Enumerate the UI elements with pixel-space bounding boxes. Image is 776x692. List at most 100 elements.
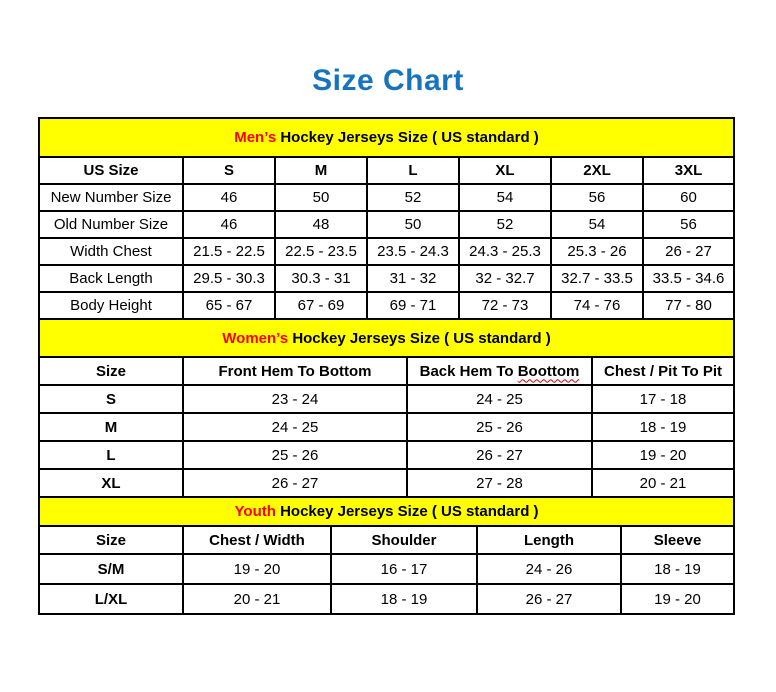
table-row-youth-lxl: L/XL 20 - 21 18 - 19 26 - 27 19 - 20 bbox=[38, 583, 736, 615]
womens-banner-highlight: Women’s bbox=[222, 329, 289, 347]
row-label: XL bbox=[38, 468, 184, 498]
mens-col-us-size: US Size bbox=[38, 156, 184, 185]
size-value: 65 - 67 bbox=[182, 291, 276, 320]
size-value: 30.3 - 31 bbox=[274, 264, 368, 293]
mens-col-m: M bbox=[274, 156, 368, 185]
size-value: 26 - 27 bbox=[182, 468, 408, 498]
page-title: Size Chart bbox=[312, 64, 464, 97]
size-value: 46 bbox=[182, 210, 276, 239]
mens-section-banner: Men’s Hockey Jerseys Size ( US standard … bbox=[38, 117, 735, 158]
table-row-womens-xl: XL 26 - 27 27 - 28 20 - 21 bbox=[38, 468, 736, 498]
size-value: 23 - 24 bbox=[182, 384, 408, 414]
table-row-body-height: Body Height 65 - 67 67 - 69 69 - 71 72 -… bbox=[38, 291, 735, 320]
size-value: 19 - 20 bbox=[619, 583, 736, 615]
row-label: Old Number Size bbox=[38, 210, 184, 239]
size-value: 25.3 - 26 bbox=[550, 237, 644, 266]
youth-header-row: Size Chest / Width Shoulder Length Sleev… bbox=[38, 525, 736, 555]
womens-section-banner: Women’s Hockey Jerseys Size ( US standar… bbox=[37, 318, 736, 358]
youth-col-shoulder: Shoulder bbox=[330, 525, 478, 555]
size-value: 69 - 71 bbox=[366, 291, 460, 320]
mens-col-xl: XL bbox=[458, 156, 552, 185]
womens-banner-row: Women’s Hockey Jerseys Size ( US standar… bbox=[37, 318, 736, 358]
size-value: 52 bbox=[458, 210, 552, 239]
womens-col-back-hem: Back Hem To Boottom bbox=[406, 356, 593, 386]
size-value: 29.5 - 30.3 bbox=[182, 264, 276, 293]
size-value: 18 - 19 bbox=[590, 412, 736, 442]
youth-col-size: Size bbox=[38, 525, 184, 555]
size-value: 18 - 19 bbox=[330, 583, 478, 615]
size-value: 18 - 19 bbox=[619, 553, 736, 585]
size-value: 19 - 20 bbox=[590, 440, 736, 470]
size-chart: Men’s Hockey Jerseys Size ( US standard … bbox=[37, 117, 736, 615]
size-value: 52 bbox=[366, 183, 460, 212]
row-label: New Number Size bbox=[38, 183, 184, 212]
table-row-back-length: Back Length 29.5 - 30.3 30.3 - 31 31 - 3… bbox=[38, 264, 735, 293]
mens-header-row: US Size S M L XL 2XL 3XL bbox=[38, 156, 735, 185]
size-value: 32 - 32.7 bbox=[458, 264, 552, 293]
size-value: 24.3 - 25.3 bbox=[458, 237, 552, 266]
womens-header-row: Size Front Hem To Bottom Back Hem To Boo… bbox=[38, 356, 736, 386]
youth-col-length: Length bbox=[476, 525, 622, 555]
womens-col-size: Size bbox=[38, 356, 184, 386]
size-value: 22.5 - 23.5 bbox=[274, 237, 368, 266]
youth-banner-row: Youth Hockey Jerseys Size ( US standard … bbox=[37, 496, 736, 527]
table-row-width-chest: Width Chest 21.5 - 22.5 22.5 - 23.5 23.5… bbox=[38, 237, 735, 266]
size-value: 24 - 25 bbox=[182, 412, 408, 442]
youth-banner-highlight: Youth bbox=[234, 503, 276, 520]
row-label: Width Chest bbox=[38, 237, 184, 266]
table-row-new-number-size: New Number Size 46 50 52 54 56 60 bbox=[38, 183, 735, 212]
womens-col-front-hem: Front Hem To Bottom bbox=[182, 356, 408, 386]
row-label: Body Height bbox=[38, 291, 184, 320]
row-label: S bbox=[38, 384, 184, 414]
table-row-womens-s: S 23 - 24 24 - 25 17 - 18 bbox=[38, 384, 736, 414]
size-value: 77 - 80 bbox=[642, 291, 735, 320]
youth-col-sleeve: Sleeve bbox=[619, 525, 736, 555]
size-value: 26 - 27 bbox=[642, 237, 735, 266]
back-hem-prefix: Back Hem To bbox=[419, 362, 514, 380]
size-value: 17 - 18 bbox=[590, 384, 736, 414]
womens-col-chest: Chest / Pit To Pit bbox=[590, 356, 736, 386]
size-value: 24 - 25 bbox=[406, 384, 593, 414]
size-value: 67 - 69 bbox=[274, 291, 368, 320]
size-value: 26 - 27 bbox=[406, 440, 593, 470]
size-value: 54 bbox=[550, 210, 644, 239]
size-value: 46 bbox=[182, 183, 276, 212]
mens-banner-highlight: Men’s bbox=[234, 129, 277, 146]
size-value: 20 - 21 bbox=[590, 468, 736, 498]
mens-col-l: L bbox=[366, 156, 460, 185]
size-value: 56 bbox=[642, 210, 735, 239]
youth-size-table: Youth Hockey Jerseys Size ( US standard … bbox=[37, 496, 736, 615]
womens-banner-text: Hockey Jerseys Size ( US standard ) bbox=[292, 329, 551, 347]
youth-section-banner: Youth Hockey Jerseys Size ( US standard … bbox=[37, 496, 736, 527]
size-value: 25 - 26 bbox=[406, 412, 593, 442]
row-label: L/XL bbox=[38, 583, 184, 615]
size-value: 74 - 76 bbox=[550, 291, 644, 320]
size-value: 32.7 - 33.5 bbox=[550, 264, 644, 293]
size-value: 27 - 28 bbox=[406, 468, 593, 498]
mens-size-table: Men’s Hockey Jerseys Size ( US standard … bbox=[38, 117, 735, 320]
size-value: 56 bbox=[550, 183, 644, 212]
size-value: 25 - 26 bbox=[182, 440, 408, 470]
row-label: Back Length bbox=[38, 264, 184, 293]
size-value: 33.5 - 34.6 bbox=[642, 264, 735, 293]
womens-size-table: Women’s Hockey Jerseys Size ( US standar… bbox=[37, 318, 736, 498]
mens-col-3xl: 3XL bbox=[642, 156, 735, 185]
size-value: 23.5 - 24.3 bbox=[366, 237, 460, 266]
size-value: 16 - 17 bbox=[330, 553, 478, 585]
size-value: 50 bbox=[274, 183, 368, 212]
size-value: 54 bbox=[458, 183, 552, 212]
table-row-womens-l: L 25 - 26 26 - 27 19 - 20 bbox=[38, 440, 736, 470]
size-value: 50 bbox=[366, 210, 460, 239]
size-value: 26 - 27 bbox=[476, 583, 622, 615]
size-value: 19 - 20 bbox=[182, 553, 332, 585]
youth-banner-text: Hockey Jerseys Size ( US standard ) bbox=[280, 503, 539, 520]
youth-col-chest-width: Chest / Width bbox=[182, 525, 332, 555]
mens-col-s: S bbox=[182, 156, 276, 185]
row-label: M bbox=[38, 412, 184, 442]
mens-banner-text: Hockey Jerseys Size ( US standard ) bbox=[280, 129, 539, 146]
back-hem-typo-spellcheck: Boottom bbox=[517, 362, 580, 380]
table-row-womens-m: M 24 - 25 25 - 26 18 - 19 bbox=[38, 412, 736, 442]
mens-col-2xl: 2XL bbox=[550, 156, 644, 185]
size-value: 72 - 73 bbox=[458, 291, 552, 320]
size-value: 31 - 32 bbox=[366, 264, 460, 293]
